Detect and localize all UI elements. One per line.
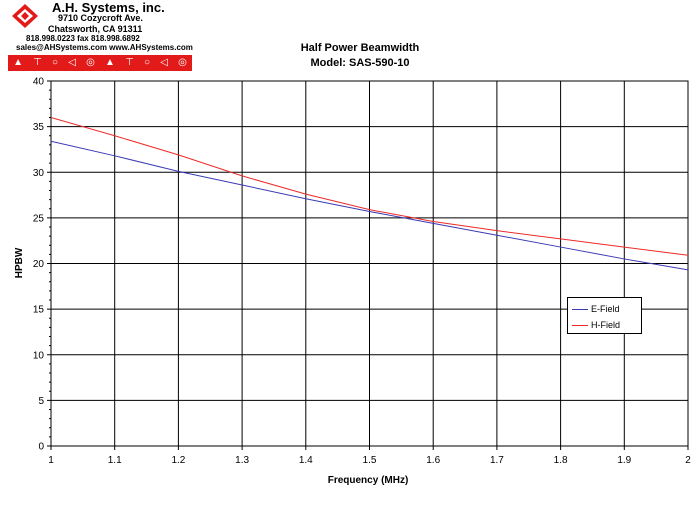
- product-icon-strip: ▲ ⊤ ○ ◁ ◎ ▲ ⊤ ○ ◁ ◎: [8, 55, 192, 71]
- x-tick-label: 1.4: [299, 455, 313, 466]
- company-header: A.H. Systems, inc. 9710 Cozycroft Ave. C…: [8, 0, 193, 72]
- series-line-h-field: [50, 117, 689, 256]
- loop-icon: ◎: [178, 57, 187, 68]
- chart-subtitle: Model: SAS-590-10: [310, 57, 409, 69]
- y-tick-label: 20: [33, 259, 45, 270]
- y-tick-label: 5: [38, 396, 44, 407]
- legend-swatch-e-field: [572, 308, 588, 310]
- y-tick-label: 35: [33, 122, 45, 133]
- x-tick-label: 1.7: [490, 455, 504, 466]
- loop-icon: ◎: [86, 57, 95, 68]
- speaker-icon: ◁: [160, 57, 168, 68]
- speaker-icon: ◁: [68, 57, 76, 68]
- x-tick-label: 1: [48, 455, 54, 466]
- x-tick-label: 1.9: [617, 455, 631, 466]
- legend-swatch-h-field: [572, 324, 588, 326]
- company-phone: 818.998.0223 fax 818.998.6892: [26, 34, 140, 43]
- y-tick-label: 0: [38, 442, 44, 453]
- legend-item-h-field: H-Field: [572, 319, 620, 331]
- y-tick-label: 10: [33, 350, 45, 361]
- y-tick-label: 40: [33, 77, 45, 88]
- x-axis-label: Frequency (MHz): [328, 475, 409, 486]
- chart-legend: E-Field H-Field: [567, 297, 642, 334]
- antenna-icon: ▲: [13, 57, 23, 68]
- company-logo-icon: [12, 4, 38, 28]
- x-tick-label: 1.2: [171, 455, 185, 466]
- dipole-icon: ⊤: [33, 57, 42, 68]
- y-tick-label: 25: [33, 213, 45, 224]
- x-tick-label: 1.6: [426, 455, 440, 466]
- legend-item-e-field: E-Field: [572, 303, 620, 315]
- x-tick-label: 1.1: [108, 455, 122, 466]
- y-tick-label: 30: [33, 168, 45, 179]
- y-axis-label: HPBW: [14, 247, 25, 278]
- x-tick-label: 1.8: [554, 455, 568, 466]
- series-layer: [50, 117, 689, 271]
- bulb-icon: ○: [144, 57, 151, 68]
- company-address-line2: Chatsworth, CA 91311: [48, 24, 143, 34]
- company-name: A.H. Systems, inc.: [52, 0, 165, 15]
- grid-layer: [50, 80, 689, 447]
- series-line-e-field: [50, 140, 689, 271]
- x-tick-label: 1.3: [235, 455, 249, 466]
- x-tick-label: 2: [685, 455, 691, 466]
- company-address-line1: 9710 Cozycroft Ave.: [58, 13, 143, 23]
- tick-layer: 1 1.1 1.2 1.3 1.4 1.5 1.6 1.7 1.8 1.9 205101520253…: [33, 77, 691, 467]
- x-tick-label: 1.5: [363, 455, 377, 466]
- chart-title: Half Power Beamwidth: [301, 42, 420, 54]
- y-tick-label: 15: [33, 305, 45, 316]
- bulb-icon: ○: [52, 57, 59, 68]
- antenna-icon: ▲: [105, 57, 115, 68]
- company-web: sales@AHSystems.com www.AHSystems.com: [16, 43, 193, 52]
- legend-label-e-field: E-Field: [591, 304, 620, 314]
- legend-label-h-field: H-Field: [591, 320, 621, 330]
- dipole-icon: ⊤: [125, 57, 134, 68]
